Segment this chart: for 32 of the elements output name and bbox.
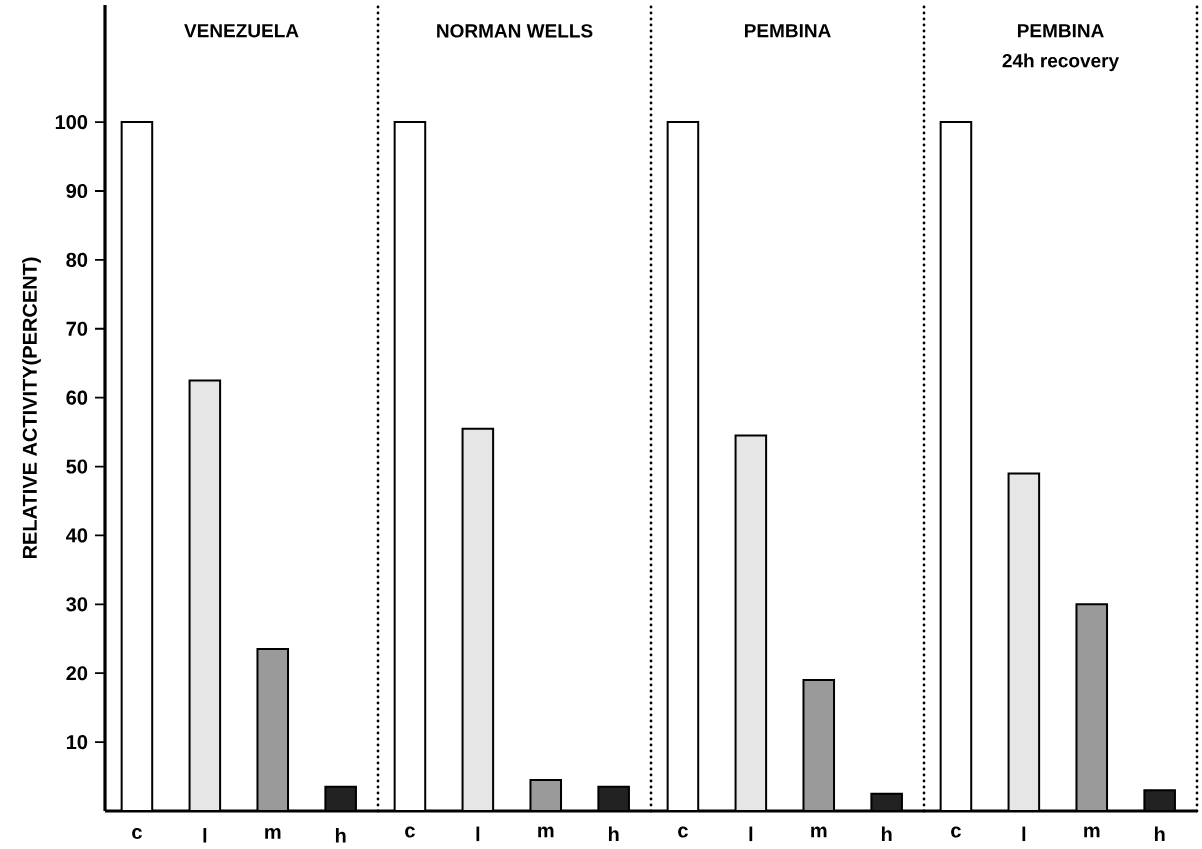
text: PEMBINA — [1017, 24, 1104, 38]
y-tick-label: 30 — [66, 597, 88, 612]
x-tick-label: h — [1154, 826, 1165, 842]
y-tick-label: 10 — [66, 735, 88, 750]
x-tick-label: l — [476, 826, 480, 842]
text: 24h recovery — [1002, 53, 1120, 72]
x-tick-label: l — [749, 826, 753, 842]
x-tick-label: c — [405, 826, 415, 838]
x-tick-label: m — [265, 828, 281, 839]
x-tick-label: l — [1022, 826, 1026, 842]
y-tick-label: 20 — [66, 666, 88, 681]
x-tick-label: c — [951, 826, 961, 838]
text: NORMAN WELLS — [437, 24, 593, 38]
x-tick-label: h — [881, 826, 892, 842]
text: VENEZUELA — [184, 24, 299, 38]
x-tick-label: c — [132, 828, 142, 839]
x-tick-label: h — [335, 828, 346, 843]
x-tick-label: c — [678, 826, 688, 838]
x-tick-label: l — [203, 828, 207, 843]
y-tick-label: 100 — [55, 115, 88, 130]
y-axis-title: RELATIVE ACTIVITY(PERCENT) — [22, 257, 41, 559]
x-tick-label: m — [1084, 826, 1100, 838]
text: PEMBINA — [744, 24, 831, 38]
x-tick-label: h — [608, 826, 619, 842]
x-tick-label: m — [538, 826, 554, 838]
y-tick-label: 80 — [66, 252, 88, 267]
x-tick-label: m — [811, 826, 827, 838]
y-tick-label: 40 — [66, 528, 88, 543]
y-tick-label: 50 — [66, 459, 88, 474]
y-tick-label: 90 — [66, 183, 88, 199]
y-tick-label: 60 — [66, 390, 88, 405]
y-tick-label: 70 — [66, 321, 88, 336]
